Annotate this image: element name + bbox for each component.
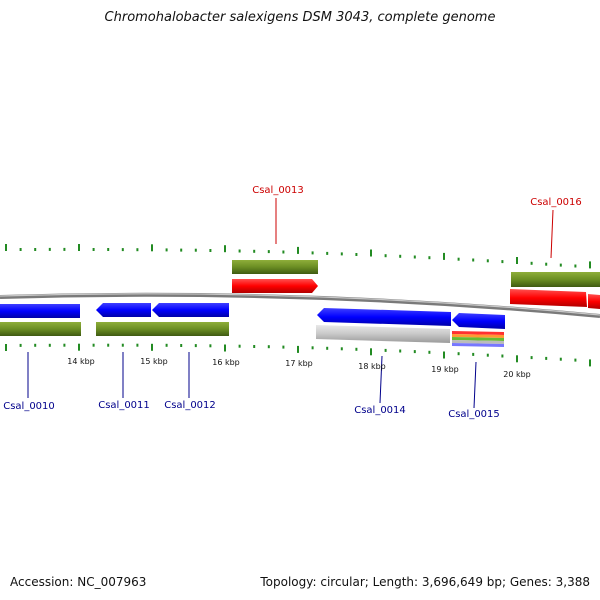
cds-reverse-csal-0011 (96, 303, 151, 317)
genome-title: Chromohalobacter salexigens DSM 3043, co… (104, 10, 496, 25)
cds-reverse-csal-0012 (152, 303, 229, 317)
scale-label: 14 kbp (67, 357, 95, 366)
leader-line-csal-0014 (379, 355, 383, 404)
tick-marks-lower (5, 343, 591, 367)
gene-label-csal-0013[interactable]: Csal_0013 (252, 185, 304, 196)
pseudo-band-csal-0014 (316, 325, 450, 343)
gene-label-csal-0014[interactable]: Csal_0014 (354, 405, 406, 416)
tick-marks-upper (5, 244, 591, 269)
cds-forward-csal-0013 (232, 279, 318, 293)
gene-label-csal-0016[interactable]: Csal_0016 (530, 197, 582, 208)
gene-label-csal-0010[interactable]: Csal_0010 (3, 401, 55, 412)
cds-forward-next (588, 294, 600, 309)
gene-label-csal-0012[interactable]: Csal_0012 (164, 400, 216, 411)
genome-backbone (0, 292, 600, 318)
gene-band-csal-0016 (511, 272, 600, 287)
gene-band-csal-0013 (232, 260, 318, 274)
scale-label: 16 kbp (212, 358, 240, 367)
scale-label: 19 kbp (431, 365, 459, 374)
cds-reverse-csal-0015 (452, 313, 505, 329)
scale-label: 20 kbp (503, 370, 531, 379)
leader-line-csal-0015 (473, 361, 477, 409)
rna-bands-csal-0015 (452, 331, 504, 347)
gene-label-csal-0015[interactable]: Csal_0015 (448, 409, 500, 420)
accession-label: Accession: NC_007963 (10, 575, 147, 589)
cds-reverse-csal-0010 (0, 304, 80, 318)
cds-reverse-csal-0014 (317, 308, 451, 326)
gene-label-csal-0011[interactable]: Csal_0011 (98, 400, 150, 411)
scale-label: 17 kbp (285, 359, 313, 368)
genome-summary: Topology: circular; Length: 3,696,649 bp… (260, 575, 590, 589)
leader-line-csal-0016 (550, 209, 554, 259)
cds-forward-csal-0016 (510, 289, 587, 307)
gene-band-csal-0011-0012 (96, 322, 229, 336)
scale-label: 15 kbp (140, 357, 168, 366)
scale-label: 18 kbp (358, 362, 386, 371)
gene-band-csal-0010 (0, 322, 81, 336)
